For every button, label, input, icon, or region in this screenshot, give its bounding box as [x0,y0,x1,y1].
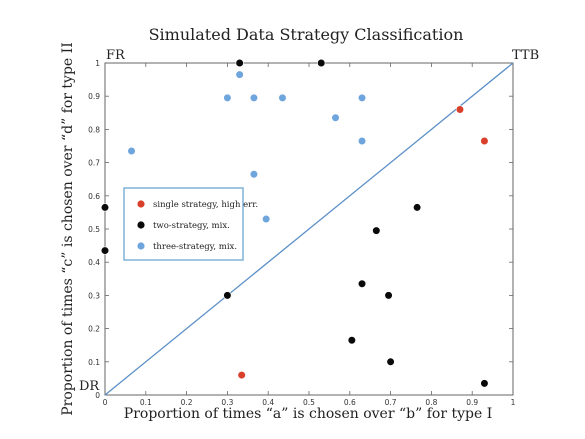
data-point [223,291,232,300]
data-point [317,58,326,68]
y-tick-label: 0.9 [88,92,100,101]
legend-items: single strategy, high err. two-strategy, … [137,200,258,252]
data-point [223,93,232,102]
x-tick-label: 1 [511,398,516,407]
x-axis-ticks: 0 0.1 0.2 0.3 0.4 0.5 0.6 0.7 0.8 0.9 1 [103,63,516,407]
y-tick-label: 0.1 [88,358,100,367]
y-axis-label: Proportion of times “c” is chosen over “… [60,42,76,415]
y-tick-label: 0.6 [88,192,100,201]
diagonal-reference-line [104,62,514,396]
series-1 [100,58,489,388]
data-point [455,105,465,114]
data-point [127,146,136,156]
data-point [413,203,422,212]
data-point [372,226,381,235]
data-point [278,93,287,102]
y-tick-label: 0.5 [88,225,100,234]
corner-label-ttb: TTB [512,48,539,63]
data-point [262,214,271,224]
x-tick-label: 0.1 [140,398,152,407]
x-tick-label: 0.3 [221,398,233,407]
x-axis-label: Proportion of times “a” is chosen over “… [124,406,492,422]
data-point [386,357,395,366]
y-axis-ticks: 0 0.1 0.2 0.3 0.4 0.5 0.6 0.7 0.8 0.9 1 [88,59,513,400]
data-point [235,70,244,79]
chart-title: Simulated Data Strategy Classification [149,25,464,44]
y-tick-label: 1 [95,59,100,68]
data-point [100,203,110,212]
legend-marker [137,242,145,250]
y-tick-label: 0.3 [88,291,100,300]
data-points [100,58,489,388]
data-point [357,93,367,102]
y-tick-label: 0.2 [88,325,100,334]
series-2 [127,70,367,224]
legend-marker [137,221,145,229]
x-tick-label: 0.7 [385,398,397,407]
data-point [480,136,489,146]
corner-label-fr: FR [106,48,126,63]
legend-marker [137,200,145,208]
x-tick-label: 0.9 [466,398,478,407]
legend: single strategy, high err. two-strategy, … [123,187,258,261]
data-point [249,170,259,179]
data-point [237,370,246,380]
legend-entry-label: two-strategy, mix. [153,221,230,231]
y-tick-label: 0.7 [88,159,100,168]
x-tick-label: 0.4 [262,398,274,407]
x-tick-label: 0.2 [181,398,193,407]
data-point [347,336,356,345]
data-point [357,136,367,146]
x-tick-label: 0.6 [344,398,356,407]
x-tick-label: 0.8 [425,398,437,407]
x-tick-label: 0 [103,398,108,407]
data-point [480,379,489,388]
data-point [384,291,393,300]
x-tick-label: 0.5 [303,398,315,407]
corner-label-dr: DR [79,379,100,394]
data-point [357,279,367,288]
y-tick-label: 0 [95,391,100,400]
y-tick-label: 0.8 [88,125,100,134]
legend-entry-label: single strategy, high err. [153,200,258,210]
data-point [331,113,340,122]
data-point [235,58,244,68]
data-point [249,93,259,102]
y-tick-label: 0.4 [88,258,100,267]
legend-entry-label: three-strategy, mix. [153,242,237,252]
data-point [100,246,110,255]
series-0 [237,105,489,380]
